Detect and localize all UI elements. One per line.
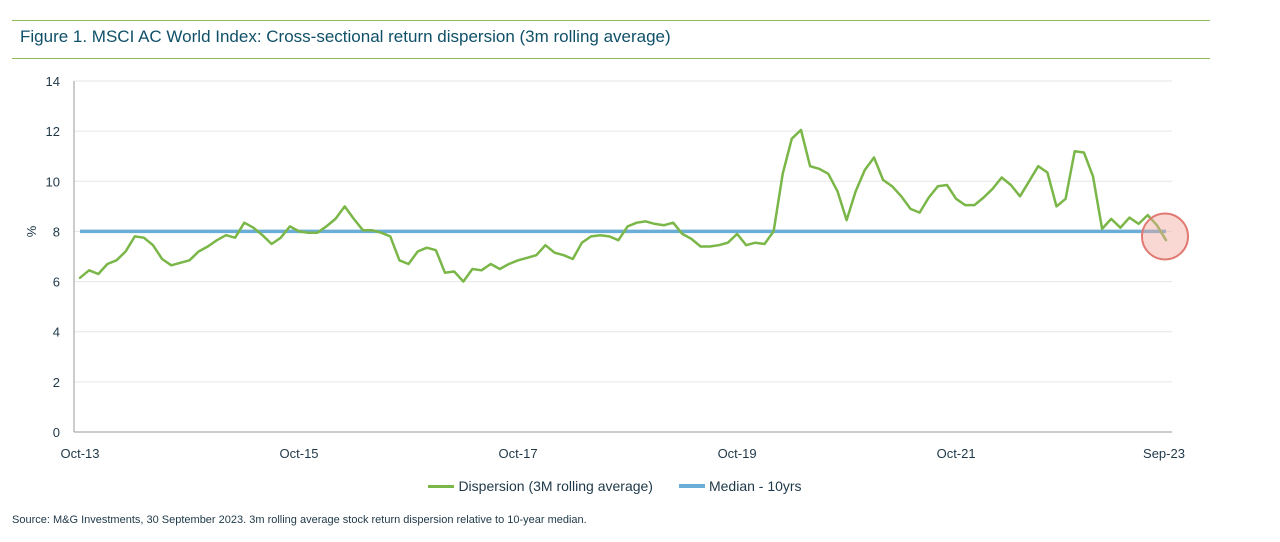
y-tick-labels: 0 2 4 6 8 10 12 14 <box>46 74 60 440</box>
x-tick-Oct-21: Oct-21 <box>937 446 976 461</box>
y-tick-8: 8 <box>53 224 60 239</box>
title-rule-bottom <box>12 58 1210 59</box>
x-tick-Sep-23: Sep-23 <box>1143 446 1185 461</box>
legend-item-dispersion[interactable]: Dispersion (3M rolling average) <box>428 478 653 494</box>
y-tick-2: 2 <box>53 375 60 390</box>
y-tick-12: 12 <box>46 124 60 139</box>
legend-label-dispersion: Dispersion (3M rolling average) <box>458 478 653 494</box>
axes <box>73 81 1172 433</box>
series-dispersion-line <box>78 128 1168 283</box>
x-tick-Oct-19: Oct-19 <box>718 446 757 461</box>
y-axis-label: % <box>24 225 39 237</box>
legend-swatch-dispersion <box>428 484 455 488</box>
legend-swatch-median <box>678 484 705 488</box>
legend-label-median: Median - 10yrs <box>708 478 802 494</box>
highlight-circle <box>1141 212 1189 261</box>
x-tick-Oct-15: Oct-15 <box>280 446 319 461</box>
annotations <box>1141 212 1189 261</box>
figure-title: Figure 1. MSCI AC World Index: Cross-sec… <box>20 27 671 46</box>
x-tick-labels: Oct-13 Oct-15 Oct-17 Oct-19 Oct-21 Sep-23 <box>60 446 1184 461</box>
x-tick-Oct-17: Oct-17 <box>499 446 538 461</box>
y-tick-4: 4 <box>53 325 60 340</box>
legend: Dispersion (3M rolling average) Median -… <box>0 478 1230 494</box>
source-note: Source: M&G Investments, 30 September 20… <box>12 514 587 526</box>
x-tick-Oct-13: Oct-13 <box>60 446 99 461</box>
series-group <box>78 128 1168 283</box>
y-tick-0: 0 <box>53 425 60 440</box>
y-tick-14: 14 <box>46 74 60 89</box>
legend-item-median[interactable]: Median - 10yrs <box>678 478 802 494</box>
y-tick-10: 10 <box>46 174 60 189</box>
title-rule-top <box>12 20 1210 21</box>
y-tick-6: 6 <box>53 275 60 290</box>
